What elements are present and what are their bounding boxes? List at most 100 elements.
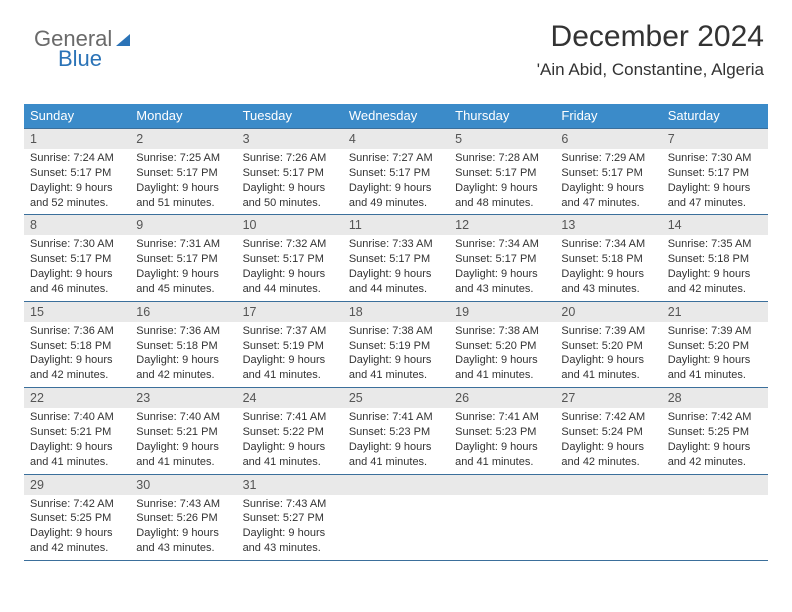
sunset-label: Sunset: — [349, 167, 389, 179]
sunset-line: Sunset: 5:17 PM — [136, 166, 230, 181]
sunset-line: Sunset: 5:17 PM — [243, 166, 337, 181]
daylight-line: Daylight: 9 hours and 42 minutes. — [668, 440, 762, 470]
sunset-line: Sunset: 5:17 PM — [136, 252, 230, 267]
day-body: Sunrise: 7:26 AMSunset: 5:17 PMDaylight:… — [237, 149, 343, 214]
sunset-line: Sunset: 5:21 PM — [30, 425, 124, 440]
calendar-cell: 15Sunrise: 7:36 AMSunset: 5:18 PMDayligh… — [24, 302, 130, 387]
page-title: December 2024 — [537, 20, 764, 54]
sunset-line: Sunset: 5:21 PM — [136, 425, 230, 440]
daylight-line: Daylight: 9 hours and 44 minutes. — [349, 267, 443, 297]
daylight-label: Daylight: — [561, 268, 607, 280]
daylight-label: Daylight: — [243, 527, 289, 539]
sunrise-label: Sunrise: — [455, 152, 498, 164]
day-number-row — [555, 475, 661, 495]
daylight-label: Daylight: — [561, 441, 607, 453]
sunset-line: Sunset: 5:17 PM — [668, 166, 762, 181]
sunset-value: 5:23 PM — [389, 426, 430, 438]
day-body: Sunrise: 7:27 AMSunset: 5:17 PMDaylight:… — [343, 149, 449, 214]
day-number-row: 5 — [449, 129, 555, 149]
day-body: Sunrise: 7:38 AMSunset: 5:20 PMDaylight:… — [449, 322, 555, 387]
calendar-cell: 10Sunrise: 7:32 AMSunset: 5:17 PMDayligh… — [237, 215, 343, 300]
sunrise-label: Sunrise: — [30, 498, 73, 510]
brand-logo: General Blue — [34, 28, 130, 70]
sunrise-line: Sunrise: 7:25 AM — [136, 151, 230, 166]
page: General Blue December 2024 'Ain Abid, Co… — [0, 0, 792, 612]
day-number: 1 — [24, 129, 130, 149]
sunset-value: 5:25 PM — [70, 512, 111, 524]
day-number-row: 28 — [662, 388, 768, 408]
sunrise-value: 7:30 AM — [711, 152, 751, 164]
sunrise-line: Sunrise: 7:42 AM — [30, 497, 124, 512]
sunrise-label: Sunrise: — [455, 411, 498, 423]
sunset-line: Sunset: 5:17 PM — [243, 252, 337, 267]
day-number-row: 15 — [24, 302, 130, 322]
sunrise-value: 7:41 AM — [286, 411, 326, 423]
calendar-week: 22Sunrise: 7:40 AMSunset: 5:21 PMDayligh… — [24, 387, 768, 473]
daylight-label: Daylight: — [30, 354, 76, 366]
sunset-line: Sunset: 5:20 PM — [668, 339, 762, 354]
calendar-cell: 25Sunrise: 7:41 AMSunset: 5:23 PMDayligh… — [343, 388, 449, 473]
calendar-cell: 8Sunrise: 7:30 AMSunset: 5:17 PMDaylight… — [24, 215, 130, 300]
sunset-label: Sunset: — [30, 512, 70, 524]
day-number: 7 — [662, 129, 768, 149]
sunrise-line: Sunrise: 7:42 AM — [561, 410, 655, 425]
daylight-label: Daylight: — [30, 182, 76, 194]
daylight-label: Daylight: — [668, 268, 714, 280]
sunrise-line: Sunrise: 7:43 AM — [243, 497, 337, 512]
calendar-cell: 24Sunrise: 7:41 AMSunset: 5:22 PMDayligh… — [237, 388, 343, 473]
sunset-value: 5:17 PM — [708, 167, 749, 179]
daylight-line: Daylight: 9 hours and 42 minutes. — [136, 353, 230, 383]
sunrise-value: 7:42 AM — [711, 411, 751, 423]
sunrise-label: Sunrise: — [243, 325, 286, 337]
sunrise-line: Sunrise: 7:42 AM — [668, 410, 762, 425]
sunrise-line: Sunrise: 7:40 AM — [30, 410, 124, 425]
daylight-line: Daylight: 9 hours and 47 minutes. — [668, 181, 762, 211]
sunrise-label: Sunrise: — [561, 238, 604, 250]
calendar-cell: 1Sunrise: 7:24 AMSunset: 5:17 PMDaylight… — [24, 129, 130, 214]
sunrise-label: Sunrise: — [136, 411, 179, 423]
day-body: Sunrise: 7:29 AMSunset: 5:17 PMDaylight:… — [555, 149, 661, 214]
sunrise-value: 7:39 AM — [605, 325, 645, 337]
sunrise-label: Sunrise: — [30, 411, 73, 423]
daylight-line: Daylight: 9 hours and 43 minutes. — [561, 267, 655, 297]
calendar-cell: 22Sunrise: 7:40 AMSunset: 5:21 PMDayligh… — [24, 388, 130, 473]
sunrise-label: Sunrise: — [668, 411, 711, 423]
calendar-cell: 21Sunrise: 7:39 AMSunset: 5:20 PMDayligh… — [662, 302, 768, 387]
sunset-label: Sunset: — [561, 167, 601, 179]
sunrise-line: Sunrise: 7:43 AM — [136, 497, 230, 512]
sunset-label: Sunset: — [668, 253, 708, 265]
day-body: Sunrise: 7:37 AMSunset: 5:19 PMDaylight:… — [237, 322, 343, 387]
day-body: Sunrise: 7:40 AMSunset: 5:21 PMDaylight:… — [130, 408, 236, 473]
sunset-line: Sunset: 5:27 PM — [243, 511, 337, 526]
daylight-label: Daylight: — [30, 441, 76, 453]
sunrise-label: Sunrise: — [136, 498, 179, 510]
sunset-value: 5:19 PM — [283, 340, 324, 352]
sunset-value: 5:17 PM — [70, 253, 111, 265]
sunset-label: Sunset: — [136, 253, 176, 265]
sunset-label: Sunset: — [136, 167, 176, 179]
sunset-label: Sunset: — [455, 340, 495, 352]
daylight-label: Daylight: — [561, 182, 607, 194]
sunrise-line: Sunrise: 7:24 AM — [30, 151, 124, 166]
day-number: 26 — [449, 388, 555, 408]
sunrise-value: 7:42 AM — [605, 411, 645, 423]
sunset-line: Sunset: 5:20 PM — [455, 339, 549, 354]
sunrise-line: Sunrise: 7:38 AM — [349, 324, 443, 339]
sunrise-line: Sunrise: 7:36 AM — [30, 324, 124, 339]
day-body: Sunrise: 7:38 AMSunset: 5:19 PMDaylight:… — [343, 322, 449, 387]
daylight-line: Daylight: 9 hours and 41 minutes. — [243, 440, 337, 470]
daylight-label: Daylight: — [561, 354, 607, 366]
sunrise-value: 7:41 AM — [392, 411, 432, 423]
sunset-line: Sunset: 5:17 PM — [455, 166, 549, 181]
page-subtitle: 'Ain Abid, Constantine, Algeria — [537, 60, 764, 80]
dow-label: Friday — [555, 104, 661, 128]
calendar-cell: 11Sunrise: 7:33 AMSunset: 5:17 PMDayligh… — [343, 215, 449, 300]
sunrise-label: Sunrise: — [243, 238, 286, 250]
sunset-value: 5:18 PM — [708, 253, 749, 265]
sunrise-value: 7:32 AM — [286, 238, 326, 250]
daylight-line: Daylight: 9 hours and 48 minutes. — [455, 181, 549, 211]
day-number-row: 20 — [555, 302, 661, 322]
sunrise-value: 7:38 AM — [392, 325, 432, 337]
day-number — [449, 475, 555, 495]
sunrise-line: Sunrise: 7:28 AM — [455, 151, 549, 166]
